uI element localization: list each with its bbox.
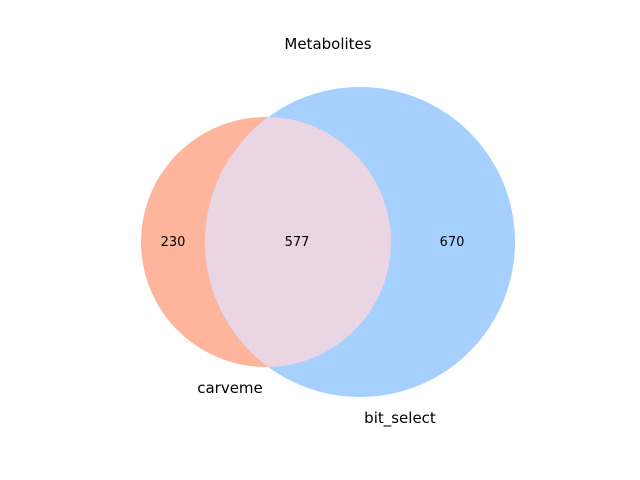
bit-select-label: bit_select — [364, 409, 436, 428]
bit-select-only-count: 670 — [440, 235, 465, 250]
carveme-label: carveme — [197, 379, 263, 397]
intersection-count: 577 — [285, 235, 310, 250]
carveme-only-count: 230 — [161, 235, 186, 250]
intersection-region — [205, 117, 391, 367]
chart-title: Metabolites — [284, 35, 371, 53]
